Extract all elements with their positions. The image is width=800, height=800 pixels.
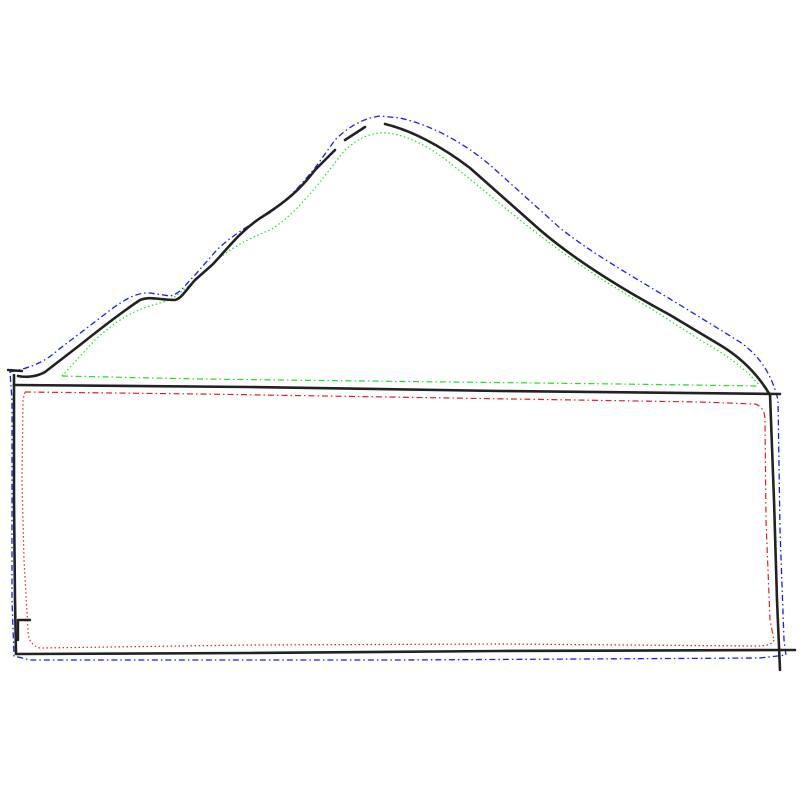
roof-region-outline-base — [61, 375, 759, 387]
outer-boundary-outline — [9, 115, 787, 661]
sketch-rectangle-right — [768, 392, 782, 672]
sketch-roof-line — [16, 148, 337, 379]
sketch-roof-line-right — [383, 122, 772, 397]
sketch-corner-tick-bottom-left — [16, 618, 32, 642]
sketch-rectangle-left — [12, 373, 18, 655]
sketch-rectangle-bottom — [14, 648, 797, 656]
sketch-roof-peak-left — [343, 125, 367, 142]
sketch-corner-tick-top-left — [6, 368, 24, 373]
body-region-outline-top — [24, 391, 775, 641]
roof-region-outline-upper — [61, 132, 759, 385]
sketch-rectangle-top — [12, 383, 782, 396]
